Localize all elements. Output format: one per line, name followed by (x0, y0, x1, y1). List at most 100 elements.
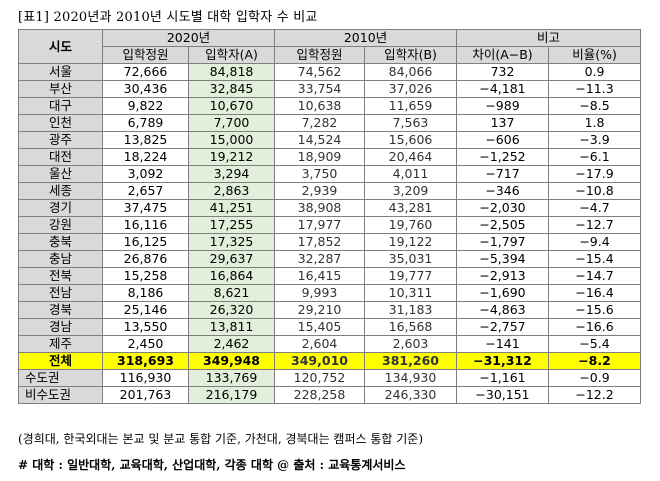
cell-adm2020: 84,818 (188, 63, 275, 81)
admissions-table: 시도 2020년 2010년 비고 입학정원 입학자(A) 입학정원 입학자(B… (18, 29, 642, 404)
cell-cap2020: 16,116 (102, 216, 189, 234)
cell-adm2020: 16,864 (188, 267, 275, 285)
cell-cap2020: 3,092 (102, 165, 189, 183)
cell-region: 대전 (18, 148, 103, 166)
cell-ratio: −15.6 (547, 301, 642, 319)
cell-cap2010: 74,562 (274, 63, 365, 81)
table-row: 충북 16,125 17,325 17,852 19,122 −1,797 −9.4 (18, 233, 642, 251)
table-row: 울산 3,092 3,294 3,750 4,011 −717 −17.9 (18, 165, 642, 183)
cell-diff: −1,161 (456, 369, 549, 387)
cell-cap2010: 29,210 (274, 301, 365, 319)
cell-region: 부산 (18, 80, 103, 98)
cell-cap2020: 16,125 (102, 233, 189, 251)
cell-adm2020: 17,325 (188, 233, 275, 251)
cell-adm2020: 7,700 (188, 114, 275, 132)
cell-diff: −141 (456, 335, 549, 353)
cell-ratio: −9.4 (547, 233, 642, 251)
table-row: 경남 13,550 13,811 15,405 16,568 −2,757 −16.6 (18, 318, 642, 336)
cell-cap2010: 349,010 (274, 352, 365, 370)
cell-region: 경북 (18, 301, 103, 319)
cell-adm2010: 2,603 (364, 335, 457, 353)
cell-ratio: −16.6 (547, 318, 642, 336)
cell-diff: −1,797 (456, 233, 549, 251)
cell-ratio: −5.4 (547, 335, 642, 353)
cell-ratio: −4.7 (547, 199, 642, 217)
cell-adm2010: 16,568 (364, 318, 457, 336)
table-row: 강원 16,116 17,255 17,977 19,760 −2,505 −12.7 (18, 216, 642, 234)
table-row: 대구 9,822 10,670 10,638 11,659 −989 −8.5 (18, 97, 642, 115)
footnote-integration: (경희대, 한국외대는 본교 및 분교 통합 기준, 가천대, 경북대는 캠퍼스… (18, 432, 424, 446)
cell-region: 경기 (18, 199, 103, 217)
cell-region: 경남 (18, 318, 103, 336)
cell-ratio: −17.9 (547, 165, 642, 183)
table-row: 부산 30,436 32,845 33,754 37,026 −4,181 −11.3 (18, 80, 642, 98)
cell-adm2020: 349,948 (188, 352, 275, 370)
cell-diff: −2,505 (456, 216, 549, 234)
cell-diff: −989 (456, 97, 549, 115)
cell-ratio: −8.2 (547, 352, 642, 370)
table-row: 경기 37,475 41,251 38,908 43,281 −2,030 −4.7 (18, 199, 642, 217)
cell-cap2010: 9,993 (274, 284, 365, 302)
cell-cap2010: 17,852 (274, 233, 365, 251)
header-adm-2020: 입학자(A) (188, 46, 275, 64)
cell-ratio: −16.4 (547, 284, 642, 302)
cell-ratio: −6.1 (547, 148, 642, 166)
cell-region: 전북 (18, 267, 103, 285)
cell-diff: −1,690 (456, 284, 549, 302)
cell-cap2020: 30,436 (102, 80, 189, 98)
header-adm-2010: 입학자(B) (364, 46, 457, 64)
table-row: 충남 26,876 29,637 32,287 35,031 −5,394 −15.4 (18, 250, 642, 268)
cell-cap2010: 2,604 (274, 335, 365, 353)
table-title: [표1] 2020년과 2010년 시도별 대학 입학자 수 비교 (18, 10, 318, 25)
cell-cap2010: 2,939 (274, 182, 365, 200)
cell-cap2020: 6,789 (102, 114, 189, 132)
cell-region: 수도권 (18, 369, 103, 387)
cell-adm2010: 43,281 (364, 199, 457, 217)
header-diff: 차이(A−B) (456, 46, 549, 64)
cell-region: 서울 (18, 63, 103, 81)
cell-region: 비수도권 (18, 386, 103, 404)
cell-diff: −2,757 (456, 318, 549, 336)
cell-cap2010: 16,415 (274, 267, 365, 285)
cell-adm2010: 84,066 (364, 63, 457, 81)
cell-adm2020: 10,670 (188, 97, 275, 115)
cell-ratio: −14.7 (547, 267, 642, 285)
cell-cap2020: 72,666 (102, 63, 189, 81)
cell-adm2020: 13,811 (188, 318, 275, 336)
cell-cap2010: 7,282 (274, 114, 365, 132)
cell-adm2010: 35,031 (364, 250, 457, 268)
cell-diff: −4,181 (456, 80, 549, 98)
cell-cap2020: 116,930 (102, 369, 189, 387)
cell-cap2010: 10,638 (274, 97, 365, 115)
cell-adm2020: 19,212 (188, 148, 275, 166)
table-row: 세종 2,657 2,863 2,939 3,209 −346 −10.8 (18, 182, 642, 200)
cell-adm2020: 2,863 (188, 182, 275, 200)
cell-diff: −606 (456, 131, 549, 149)
cell-cap2010: 228,258 (274, 386, 365, 404)
cell-adm2020: 32,845 (188, 80, 275, 98)
cell-adm2010: 19,777 (364, 267, 457, 285)
cell-adm2020: 133,769 (188, 369, 275, 387)
cell-diff: −1,252 (456, 148, 549, 166)
cell-adm2010: 11,659 (364, 97, 457, 115)
cell-adm2010: 7,563 (364, 114, 457, 132)
cell-adm2010: 4,011 (364, 165, 457, 183)
cell-cap2010: 38,908 (274, 199, 365, 217)
cell-adm2020: 29,637 (188, 250, 275, 268)
table-row: 광주 13,825 15,000 14,524 15,606 −606 −3.9 (18, 131, 642, 149)
cell-adm2010: 134,930 (364, 369, 457, 387)
cell-adm2010: 381,260 (364, 352, 457, 370)
cell-cap2020: 18,224 (102, 148, 189, 166)
cell-cap2010: 3,750 (274, 165, 365, 183)
cell-adm2020: 15,000 (188, 131, 275, 149)
cell-cap2020: 318,693 (102, 352, 189, 370)
table-row: 전남 8,186 8,621 9,993 10,311 −1,690 −16.4 (18, 284, 642, 302)
table-body: 서울 72,666 84,818 74,562 84,066 732 0.9 부산 30,436… (18, 63, 642, 404)
cell-diff: −31,312 (456, 352, 549, 370)
table-row: 수도권 116,930 133,769 120,752 134,930 −1,161 −0.… (18, 369, 642, 387)
cell-diff: −4,863 (456, 301, 549, 319)
cell-diff: 137 (456, 114, 549, 132)
footnote-source: # 대학 : 일반대학, 교육대학, 산업대학, 각종 대학 @ 출처 : 교육… (18, 458, 406, 472)
cell-region: 대구 (18, 97, 103, 115)
cell-cap2010: 15,405 (274, 318, 365, 336)
